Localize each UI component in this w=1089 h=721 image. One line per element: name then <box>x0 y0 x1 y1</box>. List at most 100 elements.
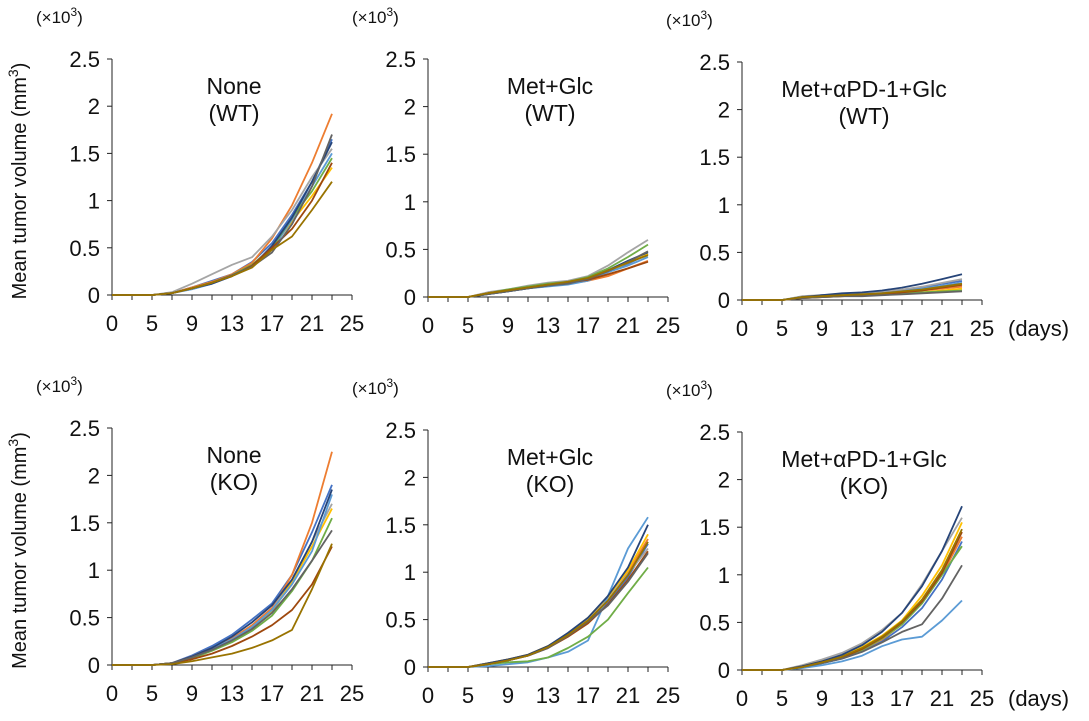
x-tick-label: 25 <box>656 683 680 708</box>
x-axis-label: (days) <box>1008 686 1069 711</box>
y-tick-label: 2 <box>718 98 730 123</box>
x-tick-label: 9 <box>186 311 198 336</box>
series-line <box>112 148 333 296</box>
y-tick-label: 1.5 <box>69 511 100 536</box>
chart-title-line2: (KO) <box>840 473 889 499</box>
y-tick-label: 2.5 <box>699 420 730 445</box>
x-tick-label: 9 <box>816 686 828 711</box>
x-tick-label: 17 <box>576 313 600 338</box>
series-line <box>428 254 649 298</box>
y-axis-label: Mean tumor volume (mm3) <box>5 63 31 300</box>
x-tick-label: 9 <box>502 683 514 708</box>
y-tick-label: 1 <box>718 563 730 588</box>
y-tick-label: 2 <box>88 94 100 119</box>
chart-title-line1: Met+Glc <box>507 73 593 99</box>
y-tick-label: 0.5 <box>699 240 730 265</box>
x-tick-label: 21 <box>930 686 954 711</box>
chart-title-line2: (WT) <box>524 100 575 126</box>
series-line <box>112 543 333 666</box>
series-line <box>112 134 333 296</box>
series-line <box>112 162 333 296</box>
y-tick-label: 0.5 <box>69 606 100 631</box>
x-tick-label: 17 <box>890 316 914 341</box>
chart-title-line1: None <box>207 73 262 99</box>
chart-panel: 0 0.5 1 1.5 2 2.5 0 5 9 13 17 21 25 (days) (×103) Met+α… <box>666 8 1069 341</box>
x-tick-label: 25 <box>340 681 364 706</box>
chart-panel: 0 0.5 1 1.5 2 2.5 0 5 9 13 17 21 25 (×103) Mean tumor … <box>5 5 364 336</box>
scale-label: (×103) <box>352 376 399 398</box>
y-tick-label: 0 <box>88 653 100 678</box>
y-tick-label: 2 <box>88 463 100 488</box>
x-tick-label: 0 <box>106 681 118 706</box>
x-tick-label: 25 <box>970 686 994 711</box>
chart-panel: 0 0.5 1 1.5 2 2.5 0 5 9 13 17 21 25 (×103) Mean tumor … <box>5 374 364 706</box>
y-tick-label: 1 <box>718 193 730 218</box>
y-tick-label: 1.5 <box>385 513 416 538</box>
x-tick-label: 5 <box>776 686 788 711</box>
chart-panel: 0 0.5 1 1.5 2 2.5 0 5 9 13 17 21 25 (×103) Met+Glc(WT) <box>352 5 680 338</box>
y-tick-label: 2.5 <box>385 47 416 72</box>
y-tick-label: 0.5 <box>699 610 730 635</box>
x-tick-label: 9 <box>186 681 198 706</box>
y-tick-label: 0 <box>718 288 730 313</box>
chart-panel: 0 0.5 1 1.5 2 2.5 0 5 9 13 17 21 25 (days) (×103) Met+α… <box>666 378 1069 711</box>
y-tick-label: 2.5 <box>69 416 100 441</box>
y-tick-label: 2.5 <box>69 47 100 72</box>
series-line <box>112 152 333 296</box>
y-tick-label: 1 <box>404 560 416 585</box>
y-axis-label: Mean tumor volume (mm3) <box>5 432 31 669</box>
y-tick-label: 2.5 <box>699 50 730 75</box>
x-tick-label: 21 <box>300 681 324 706</box>
chart-title-line1: None <box>207 442 262 468</box>
x-tick-label: 5 <box>146 311 158 336</box>
x-tick-label: 0 <box>106 311 118 336</box>
chart-title-line2: (WT) <box>208 100 259 126</box>
x-tick-label: 25 <box>656 313 680 338</box>
scale-label: (×103) <box>666 8 713 30</box>
x-tick-label: 21 <box>930 316 954 341</box>
series-line <box>428 543 649 668</box>
y-tick-label: 0 <box>718 658 730 683</box>
series-line <box>112 529 333 666</box>
series-line <box>428 533 649 668</box>
x-tick-label: 17 <box>260 311 284 336</box>
series-line <box>112 489 333 666</box>
x-tick-label: 13 <box>220 311 244 336</box>
y-tick-label: 1 <box>404 190 416 215</box>
y-tick-label: 2 <box>404 465 416 490</box>
x-tick-label: 25 <box>970 316 994 341</box>
x-tick-label: 21 <box>300 311 324 336</box>
chart-panel: 0 0.5 1 1.5 2 2.5 0 5 9 13 17 21 25 (×103) Met+Glc(KO) <box>352 376 680 708</box>
x-tick-label: 0 <box>736 316 748 341</box>
series-line <box>112 181 333 296</box>
series-line <box>428 541 649 668</box>
y-tick-label: 2.5 <box>385 418 416 443</box>
x-tick-label: 13 <box>850 686 874 711</box>
chart-title-line1: Met+αPD-1+Glc <box>781 76 946 102</box>
series-line <box>428 256 649 298</box>
x-tick-label: 25 <box>340 311 364 336</box>
y-tick-label: 1 <box>88 189 100 214</box>
y-tick-label: 1 <box>88 558 100 583</box>
series-line <box>742 528 963 671</box>
x-tick-label: 17 <box>576 683 600 708</box>
y-tick-label: 1.5 <box>699 515 730 540</box>
y-tick-label: 2 <box>718 468 730 493</box>
x-tick-label: 13 <box>850 316 874 341</box>
y-tick-label: 2 <box>404 95 416 120</box>
series-line <box>112 138 333 296</box>
series-line <box>112 167 333 296</box>
x-tick-label: 9 <box>816 316 828 341</box>
x-tick-label: 21 <box>616 313 640 338</box>
y-tick-label: 0 <box>404 655 416 680</box>
series-line <box>742 282 963 301</box>
x-tick-label: 17 <box>260 681 284 706</box>
series-line <box>428 538 649 668</box>
x-tick-label: 5 <box>462 313 474 338</box>
x-tick-label: 13 <box>536 683 560 708</box>
series-line <box>428 251 649 298</box>
x-tick-label: 9 <box>502 313 514 338</box>
x-tick-label: 5 <box>776 316 788 341</box>
x-tick-label: 5 <box>462 683 474 708</box>
